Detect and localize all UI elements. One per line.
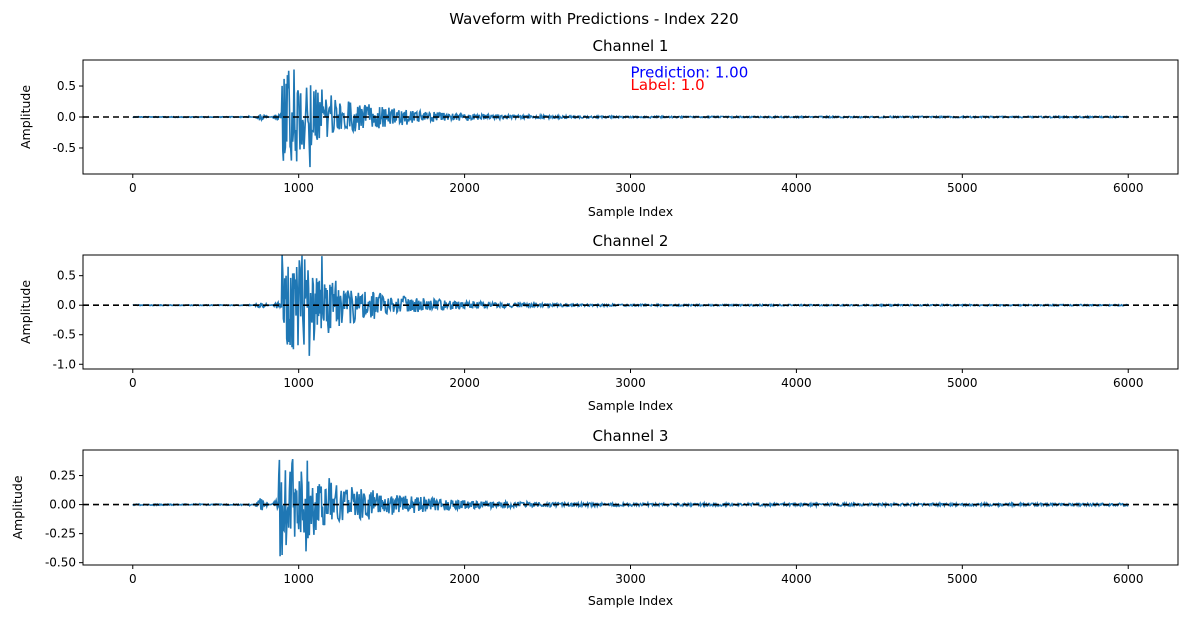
chart-panel-3: Channel 3 0 1000 2000 3000 4000 5000 6000 0.25 0.… (10, 427, 1179, 608)
chart-title: Channel 3 (593, 427, 669, 445)
waveform-series (132, 458, 1129, 557)
y-axis-label: Amplitude (10, 475, 25, 539)
x-tick-label: 2000 (449, 572, 480, 586)
waveform-series (132, 69, 1129, 168)
y-tick-label: 0.00 (49, 498, 76, 512)
y-tick-label: -0.25 (45, 527, 76, 541)
x-tick-label: 4000 (781, 572, 812, 586)
chart-panel-1: Channel 1 0 1000 2000 3000 4000 5000 6000 0.5 0.0… (18, 37, 1179, 219)
x-tick-label: 1000 (283, 181, 314, 195)
x-axis-label: Sample Index (588, 593, 673, 608)
y-tick-label: 0.0 (57, 110, 76, 124)
y-tick-label: -0.5 (53, 328, 76, 342)
x-tick-label: 2000 (449, 181, 480, 195)
y-tick-label: 0.25 (49, 469, 76, 483)
x-tick-label: 0 (129, 572, 137, 586)
x-tick-label: 6000 (1113, 376, 1144, 390)
x-tick-label: 3000 (615, 376, 646, 390)
chart-title: Channel 1 (593, 37, 669, 55)
x-tick-label: 6000 (1113, 572, 1144, 586)
plot-frame (82, 254, 1179, 370)
x-tick-label: 5000 (947, 181, 978, 195)
x-tick-label: 6000 (1113, 181, 1144, 195)
x-tick-label: 0 (129, 376, 137, 390)
x-tick-label: 0 (129, 181, 137, 195)
y-tick-label: 0.5 (57, 79, 76, 93)
x-tick-label: 4000 (781, 376, 812, 390)
x-tick-label: 1000 (283, 572, 314, 586)
chart-title: Channel 2 (593, 232, 669, 250)
waveform-series (132, 254, 1129, 356)
x-tick-label: 1000 (283, 376, 314, 390)
prediction-annotation: Prediction: 1.00 (631, 63, 749, 81)
y-tick-label: -0.5 (53, 141, 76, 155)
x-tick-label: 5000 (947, 572, 978, 586)
figure-suptitle: Waveform with Predictions - Index 220 (449, 10, 738, 28)
label-annotation: Label: 1.0 (631, 76, 705, 94)
x-tick-label: 3000 (615, 572, 646, 586)
chart-panel-2: Channel 2 0 1000 2000 3000 4000 5000 6000 0.5 0.0… (18, 232, 1179, 413)
y-tick-label: -1.0 (53, 357, 76, 371)
x-tick-label: 4000 (781, 181, 812, 195)
y-axis-label: Amplitude (18, 280, 33, 344)
y-tick-label: 0.0 (57, 298, 76, 312)
y-axis-label: Amplitude (18, 85, 33, 149)
plot-frame (82, 449, 1179, 566)
x-tick-label: 5000 (947, 376, 978, 390)
x-tick-label: 3000 (615, 181, 646, 195)
y-tick-label: -0.50 (45, 556, 76, 570)
x-tick-label: 2000 (449, 376, 480, 390)
y-tick-label: 0.5 (57, 269, 76, 283)
x-axis-label: Sample Index (588, 204, 673, 219)
x-axis-label: Sample Index (588, 398, 673, 413)
